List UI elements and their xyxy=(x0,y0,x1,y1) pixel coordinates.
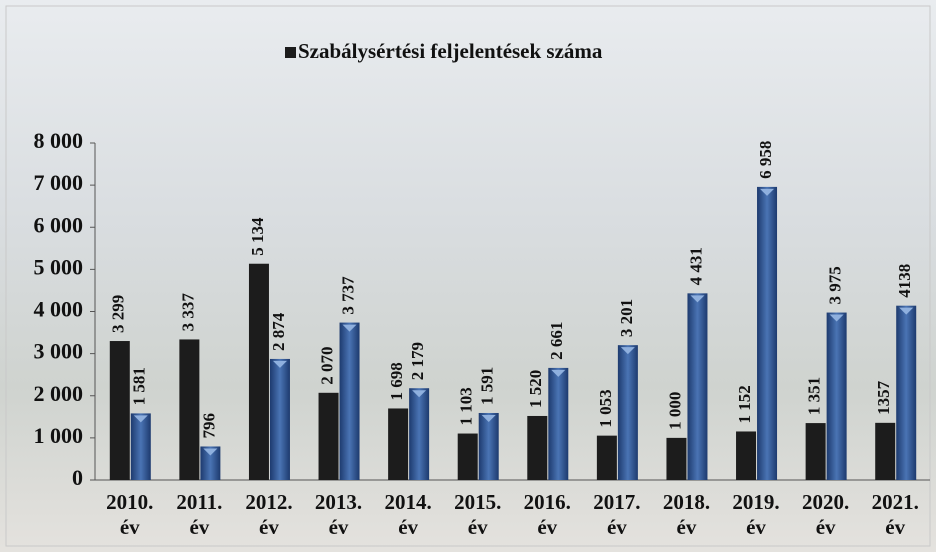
bar xyxy=(618,345,638,480)
bar xyxy=(548,368,568,480)
x-tick-label: 2020. év xyxy=(794,490,858,540)
bar xyxy=(736,431,756,480)
bar xyxy=(110,341,130,480)
bar xyxy=(875,423,895,480)
value-label: 2 874 xyxy=(269,312,288,351)
bar xyxy=(270,359,290,480)
value-label: 1 351 xyxy=(805,377,824,415)
x-tick-label: 2012. év xyxy=(237,490,301,540)
bar xyxy=(179,339,199,480)
x-tick-label: 2019. év xyxy=(724,490,788,540)
page: 0 1 000 2 000 3 000 4 000 5 000 6 000 7 000 8 00… xyxy=(0,0,936,552)
value-label: 4138 xyxy=(895,264,914,298)
value-label: 2 179 xyxy=(408,342,427,380)
bar xyxy=(806,423,826,480)
value-label: 5 134 xyxy=(248,217,267,256)
x-tick-label: 2010. év xyxy=(98,490,162,540)
bar xyxy=(666,438,686,480)
x-tick-label: 2021. év xyxy=(863,490,927,540)
bar xyxy=(319,393,339,480)
legend-label: Szabálysértési feljelentések száma xyxy=(298,39,603,63)
y-tick-label: 5 000 xyxy=(34,254,84,279)
value-label: 3 737 xyxy=(338,276,357,315)
value-label: 2 661 xyxy=(547,322,566,360)
x-tick-label: 2016. év xyxy=(515,490,579,540)
value-label: 1 000 xyxy=(665,392,684,430)
bar xyxy=(388,408,408,480)
x-tick-label: 2017. év xyxy=(585,490,649,540)
bar xyxy=(757,187,777,480)
value-label: 1 103 xyxy=(457,387,476,425)
value-label: 3 299 xyxy=(109,295,128,333)
bar xyxy=(249,264,269,480)
x-tick-label: 2018. év xyxy=(654,490,718,540)
value-label: 1 152 xyxy=(735,385,754,423)
bar xyxy=(827,313,847,480)
value-label: 6 958 xyxy=(756,141,775,179)
value-label: 3 201 xyxy=(617,299,636,337)
y-tick-label: 0 xyxy=(72,465,83,490)
bar xyxy=(687,293,707,480)
y-tick-label: 7 000 xyxy=(34,170,84,195)
value-label: 1 698 xyxy=(387,362,406,400)
value-label: 1 581 xyxy=(130,367,149,405)
bar xyxy=(479,413,499,480)
y-tick-label: 8 000 xyxy=(34,128,84,153)
x-tick-label: 2013. év xyxy=(307,490,371,540)
bar xyxy=(896,306,916,480)
x-tick-label: 2014. év xyxy=(376,490,440,540)
value-label: 3 337 xyxy=(178,293,197,332)
value-label: 2 070 xyxy=(317,347,336,385)
y-tick-label: 4 000 xyxy=(34,297,84,322)
y-tick-label: 6 000 xyxy=(34,212,84,237)
bar xyxy=(409,388,429,480)
value-label: 1 520 xyxy=(526,370,545,408)
x-tick-label: 2011. év xyxy=(167,490,231,540)
y-tick-label: 2 000 xyxy=(34,381,84,406)
chart: 0 1 000 2 000 3 000 4 000 5 000 6 000 7 000 8 00… xyxy=(0,0,936,552)
y-tick-label: 1 000 xyxy=(34,423,84,448)
x-tick-label: 2015. év xyxy=(446,490,510,540)
legend-swatch xyxy=(285,47,296,58)
bar xyxy=(527,416,547,480)
value-label: 796 xyxy=(199,413,218,439)
value-label: 1 053 xyxy=(596,389,615,427)
value-label: 4 431 xyxy=(686,247,705,285)
bar xyxy=(131,413,151,480)
value-label: 3 975 xyxy=(826,266,845,304)
value-label: 1 591 xyxy=(478,367,497,405)
bar xyxy=(458,434,478,480)
y-tick-label: 3 000 xyxy=(34,339,84,364)
bar xyxy=(597,436,617,480)
bar xyxy=(340,323,360,480)
value-label: 1357 xyxy=(874,380,893,415)
